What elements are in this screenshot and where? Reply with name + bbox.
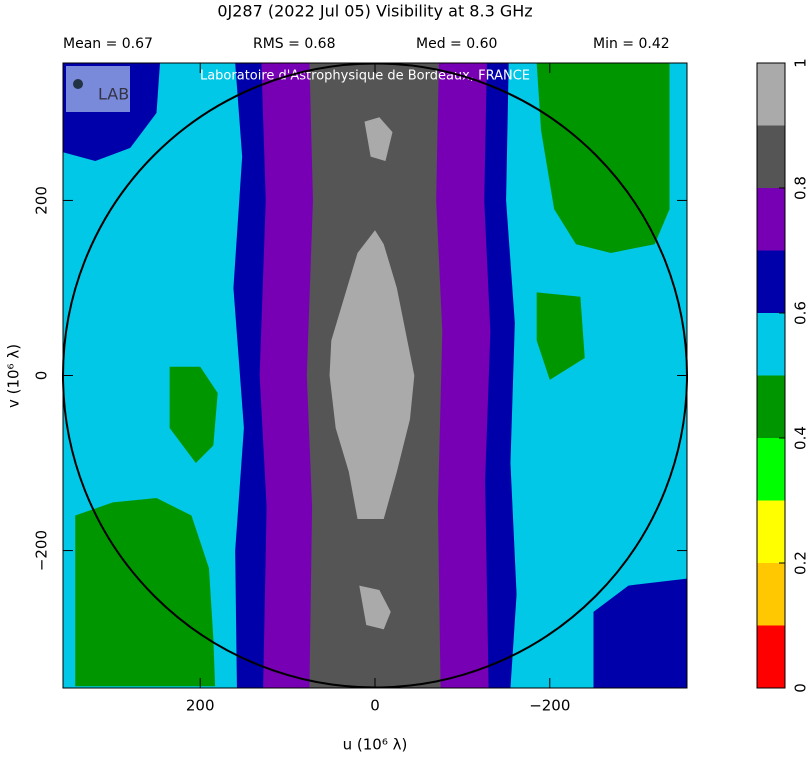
colorbar-tick-label: 0.4 — [792, 426, 810, 450]
colorbar-frame — [756, 62, 786, 689]
x-tick-label: −200 — [529, 697, 570, 715]
colorbar-band — [757, 250, 785, 313]
colorbar-band — [757, 375, 785, 438]
x-tick-label: 200 — [186, 697, 215, 715]
contour-region — [359, 585, 391, 630]
colorbar-band — [757, 63, 785, 126]
logo — [66, 66, 130, 112]
x-tick-label: 0 — [370, 697, 380, 715]
colorbar-band — [757, 563, 785, 626]
logo-text: LAB — [98, 85, 129, 104]
stat: Mean = 0.67 — [63, 36, 153, 52]
logo-dot — [73, 79, 83, 89]
x-axis-label: u (10⁶ λ) — [343, 736, 408, 754]
colorbar-band — [757, 438, 785, 501]
colorbar-band — [757, 313, 785, 376]
map — [63, 63, 687, 688]
colorbar-tick-label: 1 — [792, 58, 810, 68]
colorbar-tick-label: 0.6 — [792, 301, 810, 325]
colorbar-band — [757, 500, 785, 563]
colorbar-band — [757, 625, 785, 688]
contour-region — [593, 578, 687, 688]
contour-region — [169, 366, 218, 464]
y-tick-label: 200 — [33, 186, 51, 215]
chart-title: 0J287 (2022 Jul 05) Visibility at 8.3 GH… — [217, 2, 532, 21]
stat: Min = 0.42 — [593, 36, 670, 52]
contour-region — [75, 498, 216, 687]
y-tick-label: 0 — [33, 371, 51, 381]
colorbar-tick-label: 0.8 — [792, 176, 810, 200]
contour-region — [364, 117, 393, 162]
colorbar-band — [757, 125, 785, 188]
colorbar-tick-label: 0.2 — [792, 551, 810, 575]
contour-region — [329, 230, 415, 520]
y-tick-label: −200 — [33, 530, 51, 571]
stat: RMS = 0.68 — [253, 36, 336, 52]
colorbar-band — [757, 188, 785, 251]
stat: Med = 0.60 — [416, 36, 497, 52]
y-axis-label: v (10⁶ λ) — [5, 344, 23, 408]
contour-region — [536, 292, 585, 380]
colorbar-tick-label: 0 — [792, 683, 810, 693]
